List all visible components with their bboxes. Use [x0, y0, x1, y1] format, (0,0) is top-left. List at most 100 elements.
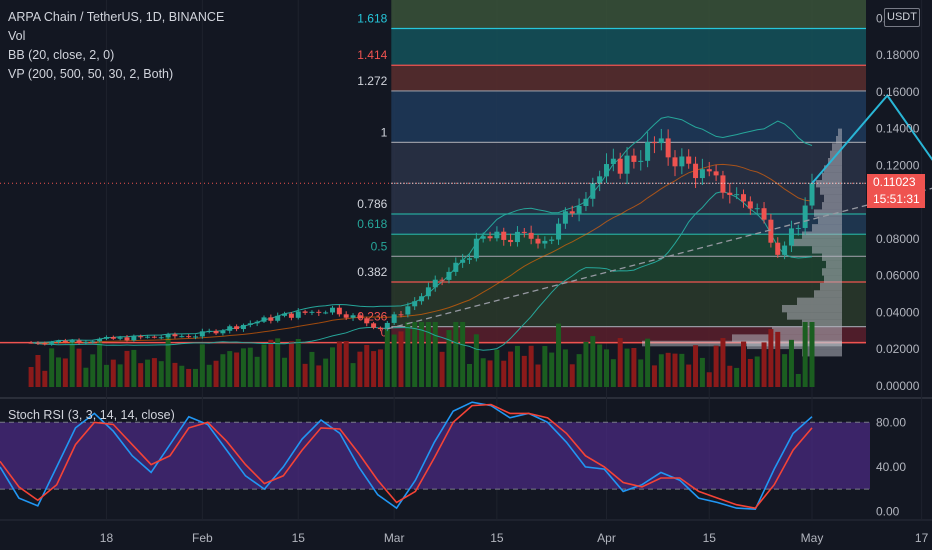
- candle-body: [110, 337, 116, 339]
- price-tick-label: 0.00000: [876, 379, 920, 393]
- volume-bar: [672, 353, 678, 387]
- x-tick-label: 15: [292, 531, 306, 545]
- volume-bar: [556, 323, 562, 387]
- candle-body: [699, 169, 705, 179]
- candle-body: [542, 240, 548, 244]
- volume-profile-bar: [816, 180, 842, 188]
- volume-bar: [145, 359, 151, 387]
- candle-body: [610, 158, 616, 165]
- candle-body: [247, 323, 253, 325]
- volume-bar: [117, 364, 123, 387]
- candle-body: [42, 343, 48, 345]
- volume-bar: [453, 322, 459, 387]
- bollinger-indicator-label[interactable]: BB (20, close, 2, 0): [8, 48, 115, 62]
- candle-body: [562, 211, 568, 224]
- symbol-title[interactable]: ARPA Chain / TetherUS, 1D, BINANCE: [8, 10, 225, 24]
- volume-bar: [165, 335, 171, 387]
- candle-body: [782, 245, 788, 255]
- candle-body: [83, 341, 89, 343]
- volume-profile-bar: [814, 209, 842, 217]
- volume-profile-bar: [818, 216, 842, 225]
- volume-profile-indicator-label[interactable]: VP (200, 500, 50, 30, 2, Both): [8, 67, 174, 81]
- candle-body: [645, 142, 651, 161]
- candle-body: [343, 314, 349, 318]
- candle-body: [412, 301, 418, 307]
- x-tick-label: Feb: [192, 531, 213, 545]
- volume-bar: [295, 338, 301, 387]
- volume-profile-bar: [820, 282, 842, 291]
- volume-bar: [501, 360, 507, 387]
- x-tick-label: 15: [490, 531, 504, 545]
- volume-profile-bar: [836, 135, 842, 144]
- fib-zone: [391, 90, 866, 143]
- stoch-rsi-title[interactable]: Stoch RSI (3, 3, 14, 14, close): [8, 408, 175, 422]
- candle-body: [90, 341, 96, 343]
- volume-indicator-label[interactable]: Vol: [8, 29, 26, 43]
- candle-body: [124, 337, 130, 341]
- volume-bar: [103, 364, 109, 387]
- volume-profile-bar: [824, 165, 842, 173]
- candle-body: [521, 231, 527, 233]
- volume-profile-bar: [802, 349, 842, 357]
- price-tick-label: 0.06000: [876, 269, 920, 283]
- currency-badge[interactable]: USDT: [884, 8, 920, 27]
- volume-bar: [131, 349, 137, 387]
- candle-body: [679, 156, 685, 167]
- volume-bar: [151, 358, 157, 387]
- candle-body: [494, 231, 500, 239]
- fib-zone: [391, 142, 866, 215]
- volume-bar: [56, 357, 61, 387]
- volume-bar: [432, 322, 438, 387]
- candle-body: [316, 311, 322, 313]
- volume-bar: [282, 357, 288, 387]
- volume-bar: [213, 360, 219, 387]
- volume-bar: [583, 341, 589, 387]
- x-tick-label: 15: [703, 531, 717, 545]
- volume-profile-bar: [822, 172, 842, 181]
- volume-profile-bar: [812, 224, 842, 232]
- candle-body: [151, 336, 157, 338]
- candle-body: [583, 198, 589, 206]
- volume-bar: [405, 322, 411, 387]
- volume-bar: [309, 351, 315, 387]
- volume-profile-bar: [824, 194, 842, 203]
- volume-bar: [254, 356, 260, 387]
- candle-body: [158, 337, 164, 339]
- candle-body: [240, 324, 246, 330]
- candle-body: [446, 271, 452, 280]
- candle-body: [179, 336, 185, 338]
- candle-body: [795, 227, 801, 229]
- volume-bar: [42, 370, 48, 387]
- candle-body: [227, 326, 233, 331]
- volume-profile-bar: [792, 238, 842, 247]
- volume-bar: [713, 345, 719, 387]
- candle-body: [302, 311, 308, 313]
- volume-bar: [576, 354, 582, 387]
- volume-bar: [35, 354, 41, 387]
- volume-bar: [97, 342, 103, 387]
- candle-body: [261, 317, 267, 322]
- candle-body: [720, 175, 726, 193]
- candle-body: [487, 236, 493, 239]
- volume-bar: [754, 356, 760, 387]
- projection-path: [811, 93, 932, 185]
- fib-label: 0.618: [357, 217, 387, 231]
- volume-profile-bar: [826, 260, 842, 269]
- volume-bar: [343, 341, 349, 387]
- volume-bar: [227, 351, 233, 387]
- volume-profile-bar: [824, 275, 842, 283]
- volume-bar: [371, 351, 377, 387]
- rsi-tick-label: 40.00: [876, 460, 906, 474]
- x-tick-label: Apr: [597, 531, 616, 545]
- volume-bar: [720, 338, 726, 387]
- volume-bar: [706, 372, 712, 387]
- volume-profile-bar: [797, 297, 842, 305]
- volume-bar: [268, 339, 274, 387]
- volume-bar: [734, 367, 740, 387]
- volume-bar: [49, 348, 55, 387]
- volume-bar: [631, 347, 637, 387]
- volume-profile-bar: [838, 128, 842, 136]
- candle-body: [371, 323, 377, 328]
- candle-body: [569, 211, 575, 214]
